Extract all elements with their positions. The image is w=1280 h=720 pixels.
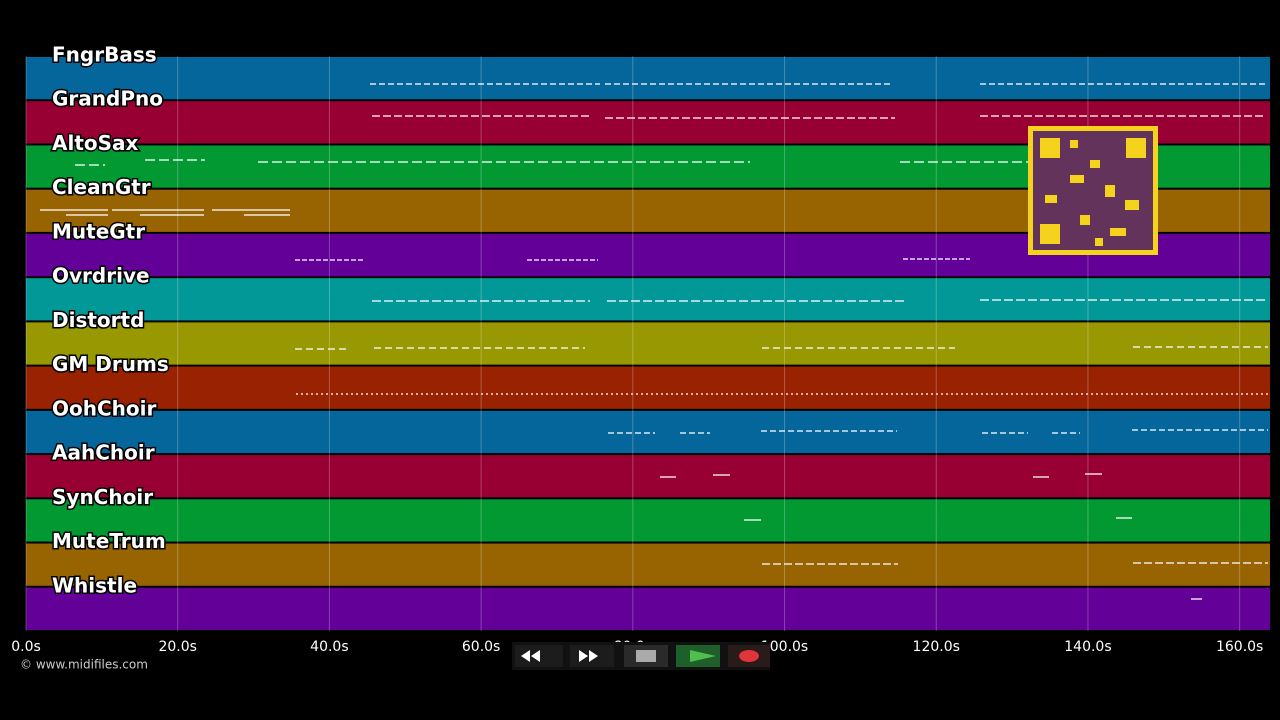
note-run: [660, 473, 1102, 478]
track-lane: [26, 410, 1270, 454]
stop-button[interactable]: [624, 645, 668, 667]
rewind-button[interactable]: [515, 645, 563, 667]
time-tick-label: 100.0s: [761, 639, 808, 655]
track-name: GM Drums: [52, 352, 169, 376]
track-name: GrandPno: [52, 87, 163, 111]
track-name: SynChoir: [52, 485, 153, 509]
time-tick-label: 0.0s: [11, 639, 41, 655]
track-name: AltoSax: [52, 131, 139, 155]
time-tick-label: 160.0s: [1216, 639, 1263, 655]
track-lane: [26, 455, 1270, 498]
credit: © www.midifiles.com: [20, 658, 148, 672]
track-lane: [26, 499, 1270, 542]
note-run: [608, 429, 1268, 434]
qr-finders: [1040, 138, 1146, 246]
track-name: MuteGtr: [52, 219, 145, 243]
track-lane: [26, 57, 1270, 100]
time-tick-label: 20.0s: [158, 639, 196, 655]
track-name: Distortd: [52, 308, 144, 332]
note-run: [40, 209, 290, 216]
transport-controls: [512, 642, 770, 670]
note-run: [75, 159, 1030, 166]
forward-button[interactable]: [570, 645, 614, 667]
track-name: AahChoir: [52, 441, 155, 465]
track-lane: [26, 543, 1270, 586]
time-tick-label: 120.0s: [913, 639, 960, 655]
play-button[interactable]: [676, 645, 720, 667]
time-tick-label: 40.0s: [310, 639, 348, 655]
track-lane: [26, 366, 1270, 409]
notes: [40, 83, 1268, 600]
track-labels: FngrBass GrandPno AltoSax CleanGtr MuteGtr Ov…: [51, 41, 171, 599]
note-run: [744, 517, 1132, 521]
time-tick-label: 60.0s: [462, 639, 500, 655]
grid: [25, 56, 1241, 631]
track-lane: [26, 278, 1270, 321]
note-run: [295, 346, 1268, 350]
track-name: MuteTrum: [52, 529, 166, 553]
note-run: [372, 115, 1265, 119]
note-run: [372, 299, 1268, 302]
track-name: FngrBass: [52, 43, 157, 67]
time-tick-label: 140.0s: [1064, 639, 1111, 655]
track-name: OohChoir: [52, 396, 156, 420]
note-run: [295, 258, 970, 261]
track-lane: [26, 322, 1270, 365]
record-button[interactable]: [728, 645, 770, 667]
qr-code: [1028, 126, 1158, 255]
track-name: Whistle: [52, 573, 137, 597]
track-name: Ovrdrive: [52, 264, 150, 288]
track-name: CleanGtr: [52, 175, 151, 199]
note-run: [762, 562, 1268, 565]
track-lane: [26, 587, 1270, 630]
